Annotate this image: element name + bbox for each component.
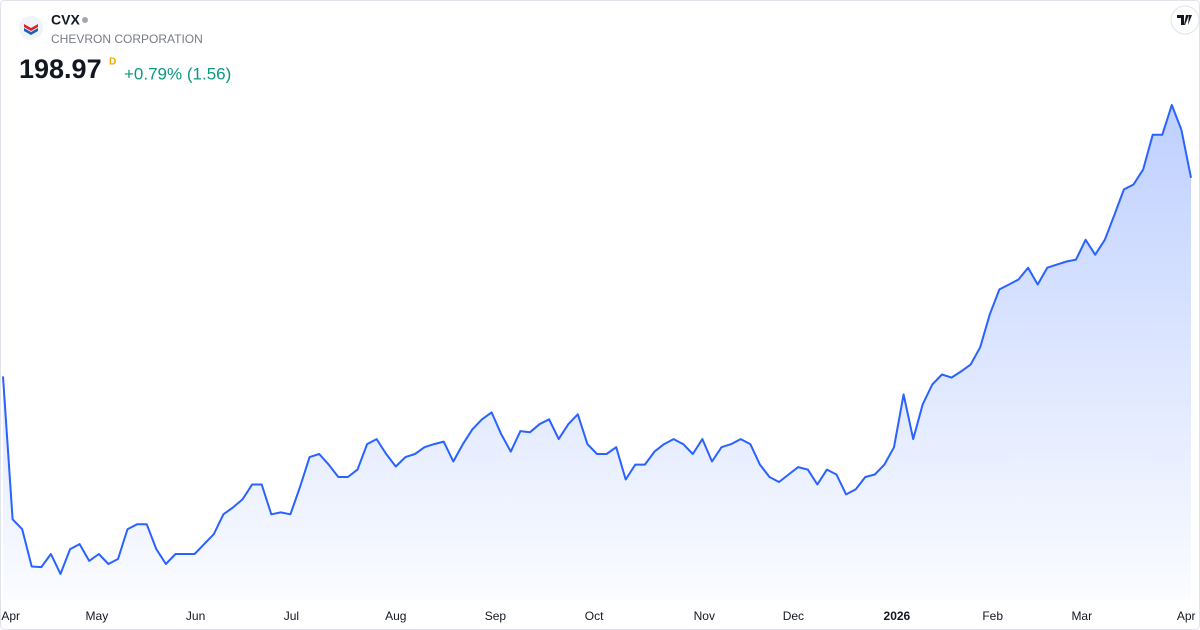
x-tick-label: May [86, 609, 109, 623]
interval: D [109, 57, 116, 68]
price-line [2, 104, 1192, 575]
plot: Apr May Jun Jul Aug Sep Oct Nov Dec 2026 Feb Mar Apr [1, 104, 1196, 623]
change[interactable]: +0.79% (1.56) [124, 64, 231, 83]
x-tick-label: Apr [1177, 609, 1196, 623]
logo [19, 16, 43, 40]
x-tick-label: Dec [783, 609, 804, 623]
x-tick-label: 2026 [884, 609, 911, 623]
x-tick-label: Feb [982, 609, 1003, 623]
status-dot [82, 17, 88, 23]
company-name: CHEVRON CORPORATION [51, 32, 203, 46]
x-tick-label: Jul [284, 609, 299, 623]
x-tick-label: Jun [186, 609, 205, 623]
x-tick-label: Aug [385, 609, 406, 623]
area [3, 105, 1191, 600]
x-tick-label: Mar [1071, 609, 1092, 623]
x-tick-label: Sep [485, 609, 507, 623]
x-tick-label: Nov [694, 609, 715, 623]
x-tick-label: Oct [585, 609, 604, 623]
symbol: CVX [51, 12, 80, 28]
x-tick-label: Apr [1, 609, 20, 623]
price: 198.97 [19, 54, 102, 84]
tv-logo[interactable] [1170, 5, 1200, 35]
